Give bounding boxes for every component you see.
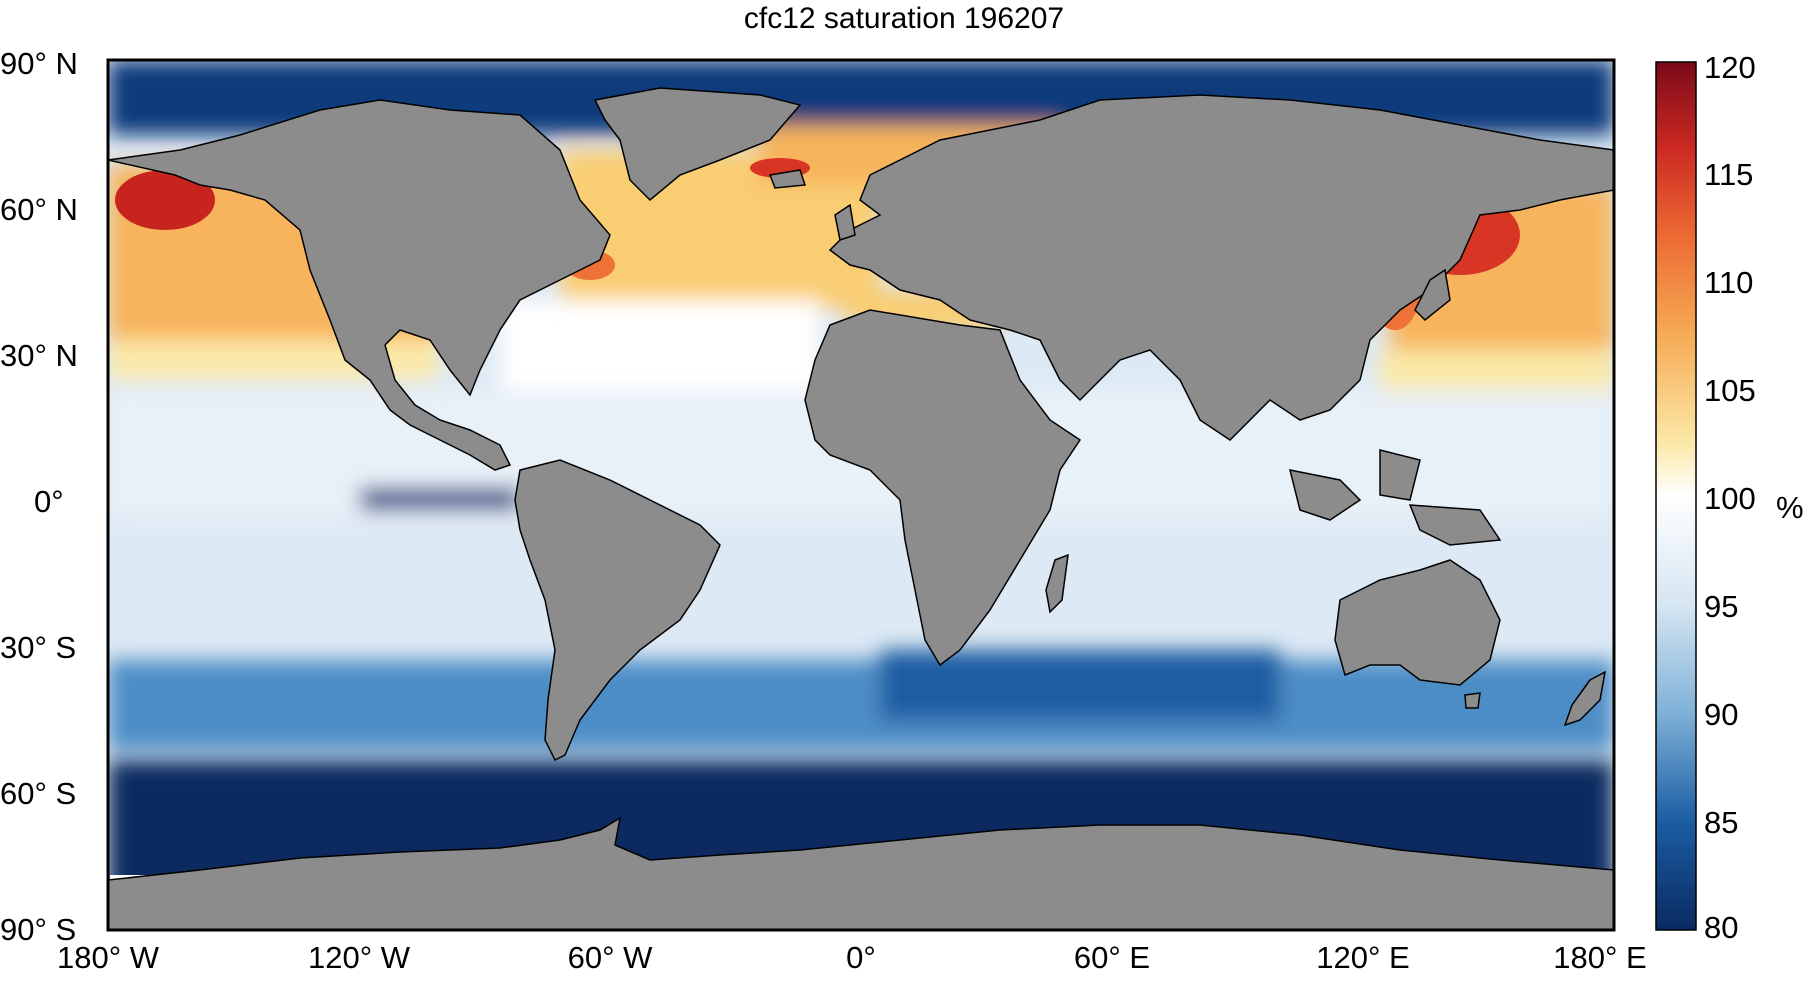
land-masses [108,87,1614,930]
lat-tick-90n: 90° N [0,46,78,81]
lon-tick-0: 0° [846,940,876,975]
colorbar-tick-90: 90 [1704,697,1739,732]
colorbar-gradient [1655,61,1697,931]
lon-tick-180e: 180° E [1553,940,1647,975]
ocean-field [108,60,1614,930]
lon-tick-60w: 60° W [567,940,653,975]
colorbar-tick-120: 120 [1704,50,1756,85]
colorbar-tick-110: 110 [1704,265,1754,300]
colorbar-tick-100: 100 [1704,481,1756,516]
colorbar-unit: % [1776,490,1804,525]
lat-tick-30n: 30° N [0,338,78,373]
lon-tick-120e: 120° E [1316,940,1410,975]
colorbar-tick-105: 105 [1704,373,1756,408]
lat-tick-30s: 30° S [0,630,77,665]
lat-tick-60n: 60° N [0,192,78,227]
colorbar [1655,61,1697,931]
lon-tick-120w: 120° W [308,940,410,975]
lat-tick-0: 0° [34,484,64,519]
colorbar-tick-85: 85 [1704,805,1739,840]
map-title: cfc12 saturation 196207 [743,2,1065,35]
lat-tick-60s: 60° S [0,776,77,811]
colorbar-tick-95: 95 [1704,589,1739,624]
lon-tick-180w: 180° W [57,940,159,975]
plot-frame [106,58,1616,932]
lon-tick-60e: 60° E [1073,940,1151,975]
colorbar-tick-80: 80 [1704,910,1739,945]
lat-tick-90s: 90° S [0,912,77,947]
colorbar-tick-115: 115 [1704,157,1754,192]
